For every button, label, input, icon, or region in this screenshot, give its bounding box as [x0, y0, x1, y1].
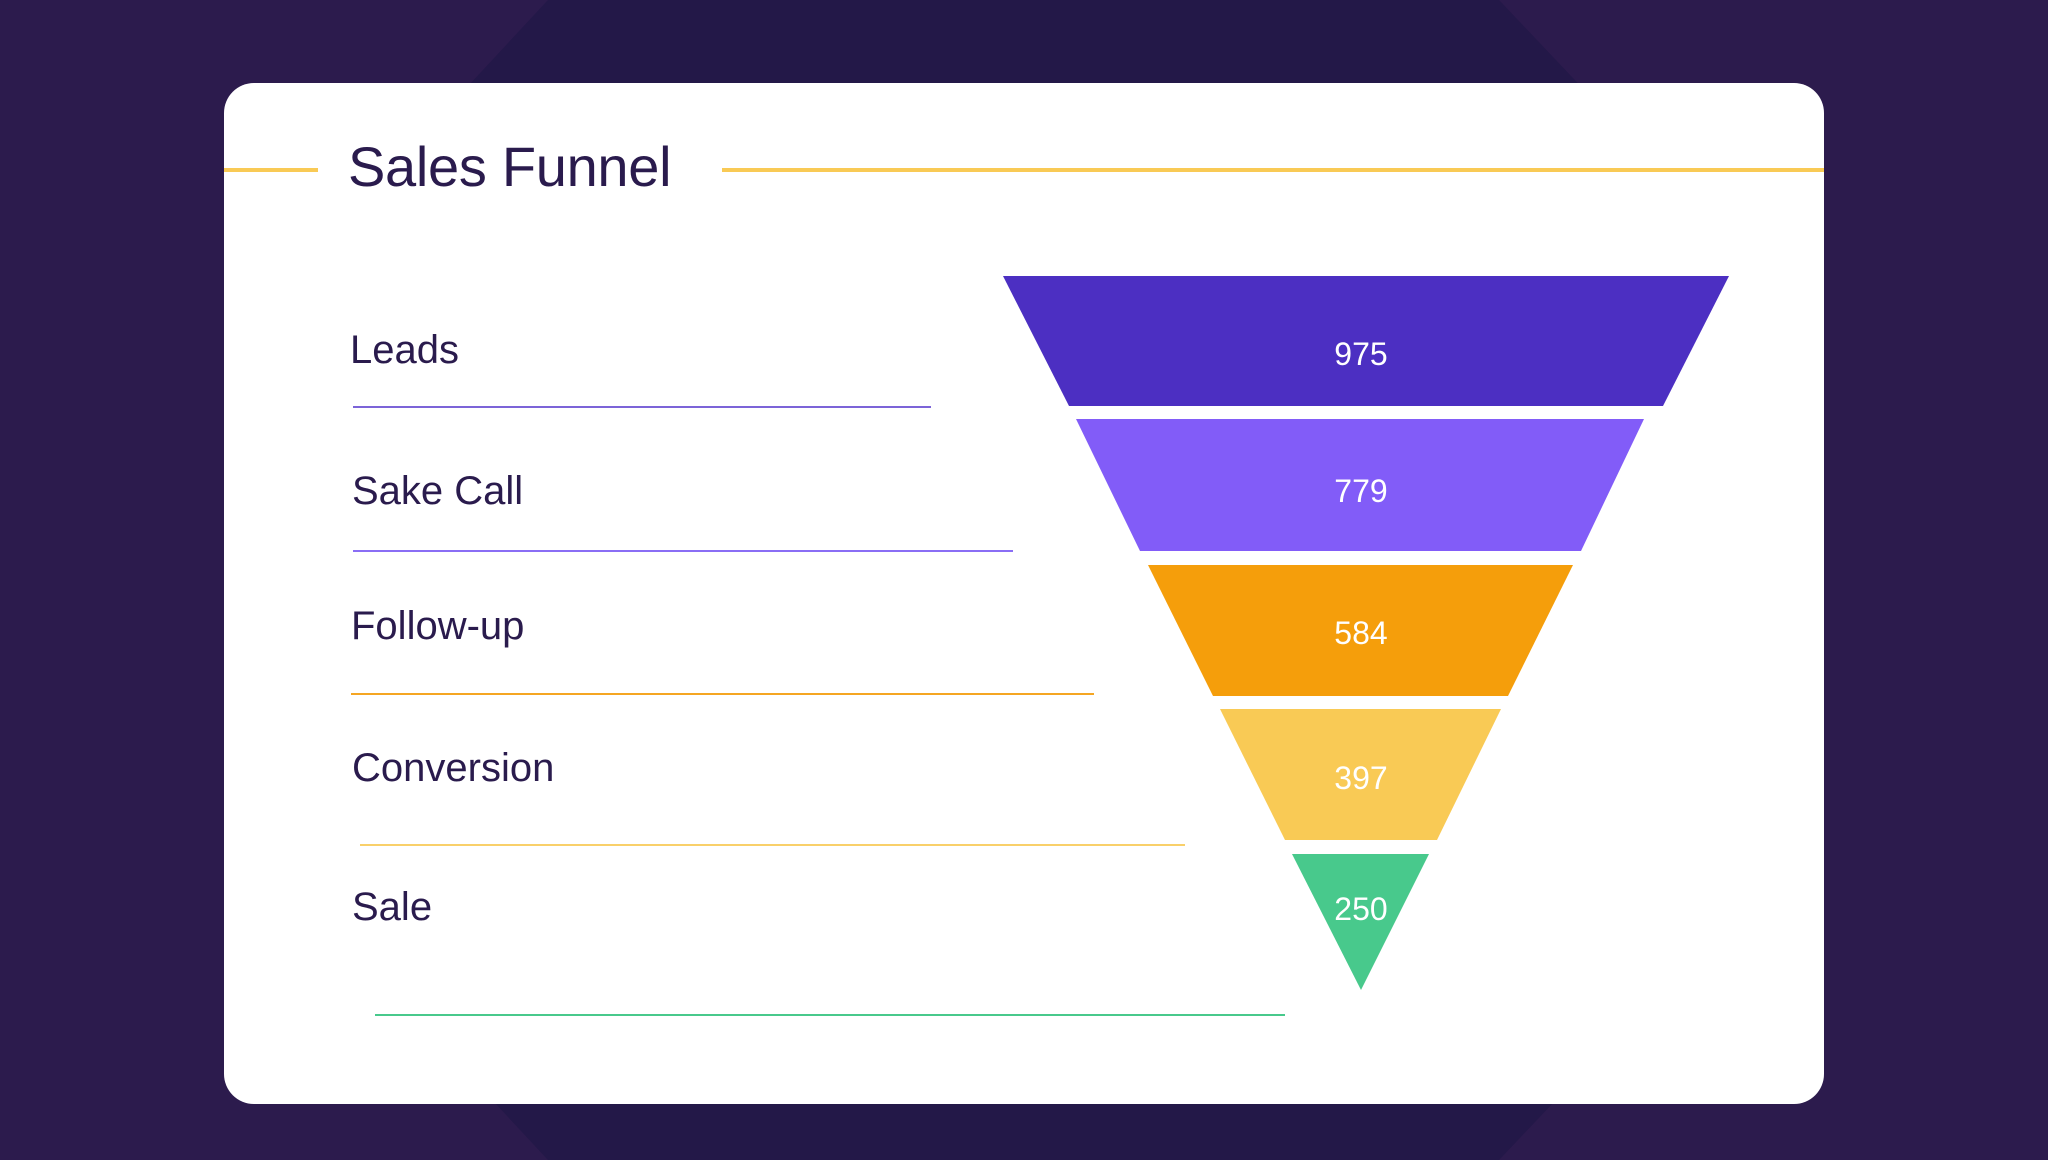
funnel-value-follow-up: 584	[1334, 615, 1388, 651]
funnel-segment-follow-up	[1148, 565, 1573, 696]
funnel-value-sale: 250	[1334, 891, 1388, 927]
funnel-value-sake-call: 779	[1334, 473, 1388, 509]
chart-card: Sales Funnel Leads Sake Call Follow-up C…	[224, 83, 1824, 1104]
funnel-chart	[1003, 276, 1729, 990]
stage-underline-sale	[375, 1014, 1285, 1016]
title-rule-right	[722, 168, 1824, 172]
funnel-value-conversion: 397	[1334, 760, 1388, 796]
stage-label-conversion: Conversion	[352, 746, 555, 790]
stage-label-sale: Sale	[352, 885, 433, 929]
stage-label-sake-call: Sake Call	[352, 469, 524, 513]
stage-underline-leads	[353, 406, 931, 408]
stage-underline-follow-up	[351, 693, 1094, 695]
funnel-segment-sake-call	[1076, 419, 1644, 551]
funnel-segment-leads	[1003, 276, 1729, 406]
funnel-value-leads: 975	[1334, 336, 1388, 372]
stage-underline-conversion	[360, 844, 1185, 846]
funnel-segment-sale	[1292, 854, 1429, 990]
stage-label-leads: Leads	[350, 328, 459, 372]
chart-title: Sales Funnel	[348, 135, 672, 198]
stage-label-follow-up: Follow-up	[351, 604, 525, 648]
funnel-segment-conversion	[1220, 709, 1501, 840]
title-rule-left	[224, 168, 318, 172]
stage-underline-sake-call	[353, 550, 1013, 552]
